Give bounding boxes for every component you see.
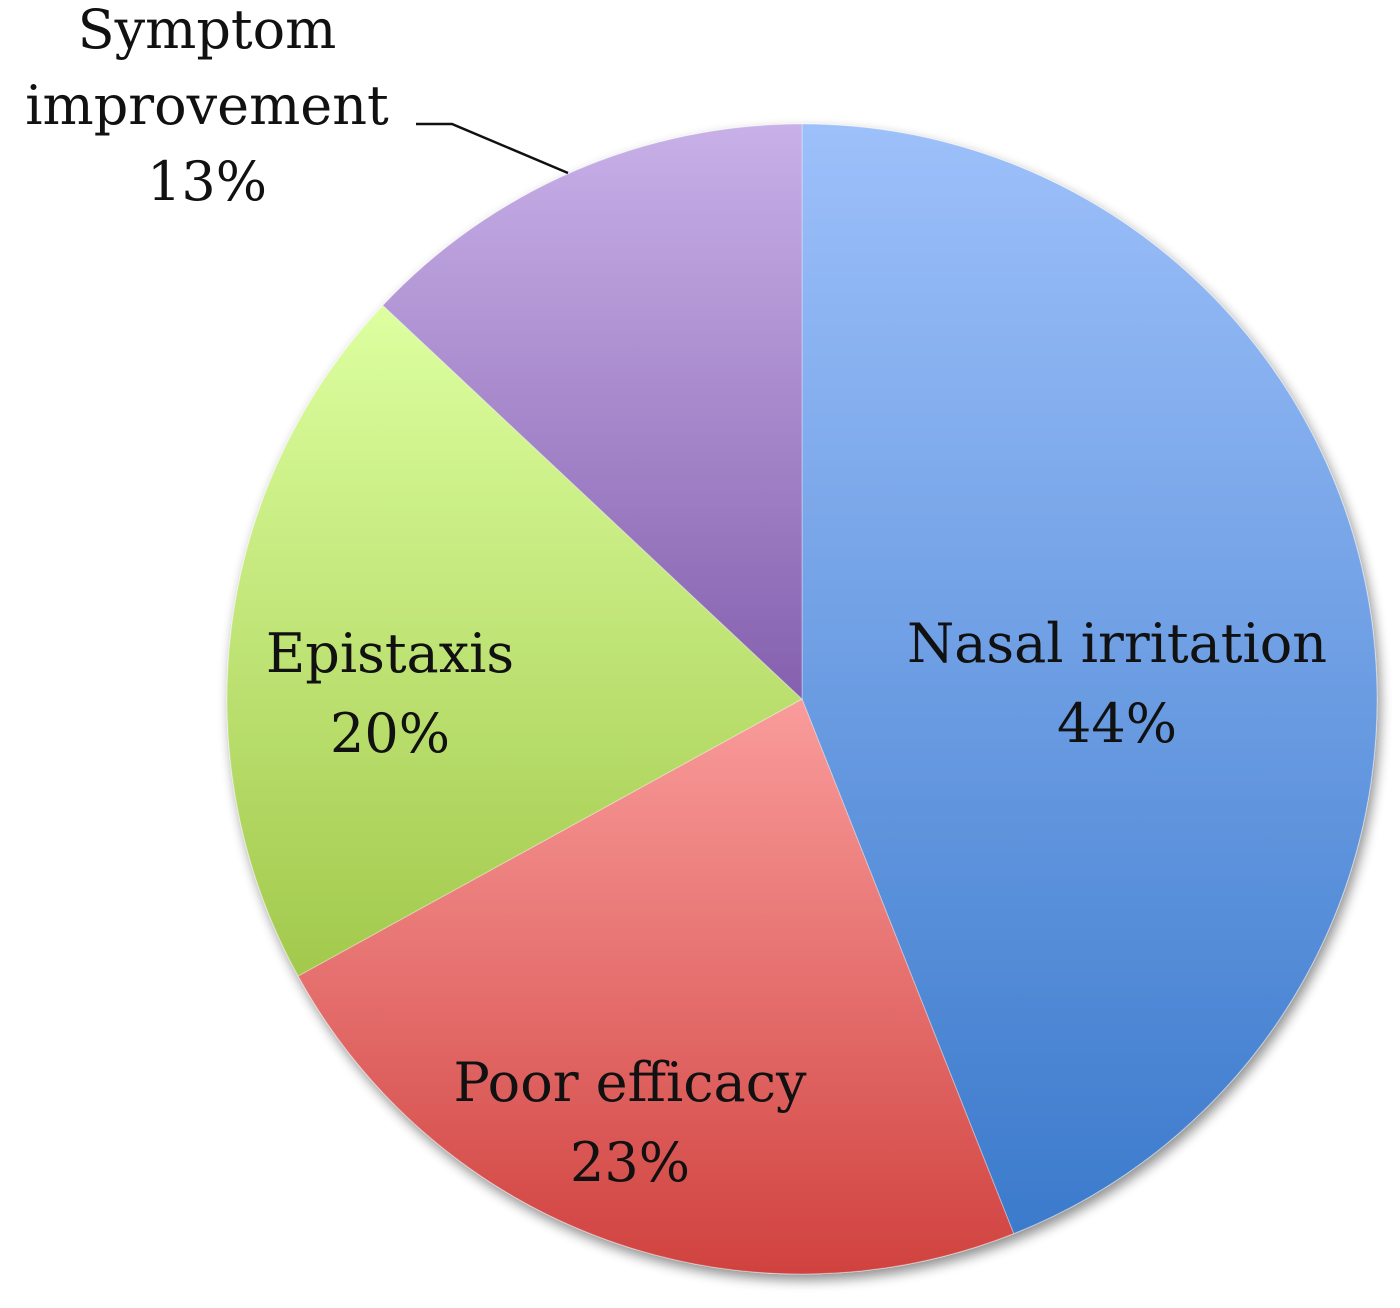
leader-line [416,122,569,175]
label-epistaxis: Epistaxis 20% [266,614,514,774]
label-name: Poor efficacy [453,1051,807,1114]
pie-slice-poor-efficacy [297,698,1015,1275]
label-value: 20% [329,702,451,765]
label-name: Epistaxis [265,622,515,685]
label-value: 23% [569,1131,691,1194]
label-nasal-irritation: Nasal irritation 44% [907,604,1327,764]
label-poor-efficacy: Poor efficacy 23% [454,1043,807,1203]
label-value: 13% [146,150,268,213]
label-name-line2: improvement [25,74,389,137]
pie-slice-symptom-improvement [382,123,803,701]
pie-slice-nasal-irritation [801,123,1378,1235]
pie-slice-epistaxis [226,304,803,977]
label-name: Nasal irritation [906,612,1328,675]
label-symptom-improvement: Symptom improvement 13% [25,0,388,220]
label-name-line1: Symptom [77,0,337,61]
pie-slices [226,123,1378,1275]
label-value: 44% [1056,692,1178,755]
